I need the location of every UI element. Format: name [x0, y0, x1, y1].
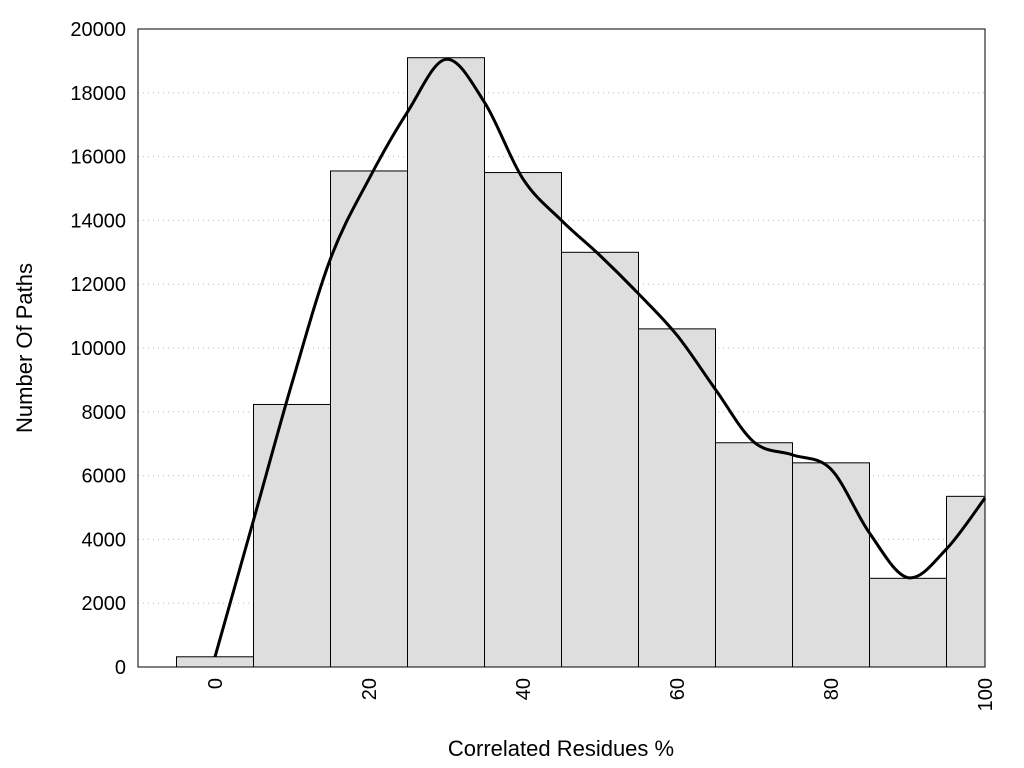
- histogram-bar: [638, 328, 716, 668]
- density-curve-line: [213, 57, 987, 658]
- y-tick-label: 2000: [82, 593, 127, 615]
- x-tick-label: 40: [513, 678, 535, 700]
- histogram-bar: [946, 495, 986, 668]
- histogram-bars: [176, 57, 986, 668]
- y-tick-label: 18000: [70, 83, 126, 105]
- y-axis-title: Number Of Paths: [12, 263, 37, 433]
- x-axis-title: Correlated Residues %: [448, 736, 674, 761]
- histogram-bar: [176, 656, 254, 668]
- histogram-bar: [407, 57, 485, 668]
- y-tick-label: 6000: [82, 466, 127, 488]
- y-axis-ticks: 0 2000 4000 6000 8000 10000 12000 14000 16000 180…: [70, 19, 126, 679]
- y-tick-label: 20000: [70, 19, 126, 41]
- histogram-bar: [484, 172, 562, 668]
- y-tick-label: 10000: [70, 338, 126, 360]
- y-tick-label: 16000: [70, 147, 126, 169]
- y-tick-label: 12000: [70, 274, 126, 296]
- histogram-bar: [561, 251, 639, 668]
- x-tick-label: 0: [205, 678, 227, 689]
- y-tick-label: 4000: [82, 529, 127, 551]
- plot-frame: [137, 28, 986, 668]
- y-tick-label: 0: [115, 657, 126, 679]
- x-tick-label: 80: [821, 678, 843, 700]
- histogram-bar: [792, 462, 870, 668]
- x-tick-label: 100: [975, 678, 997, 711]
- histogram-bar: [869, 577, 947, 668]
- density-curve: [213, 57, 987, 658]
- histogram-bar: [253, 403, 331, 668]
- x-tick-label: 20: [359, 678, 381, 700]
- x-tick-label: 60: [667, 678, 689, 700]
- histogram-bar: [715, 442, 793, 668]
- histogram-bar: [330, 170, 408, 668]
- y-tick-label: 8000: [82, 402, 127, 424]
- x-axis-ticks: 0 20 40 60 80 100: [205, 678, 997, 711]
- y-tick-label: 14000: [70, 210, 126, 232]
